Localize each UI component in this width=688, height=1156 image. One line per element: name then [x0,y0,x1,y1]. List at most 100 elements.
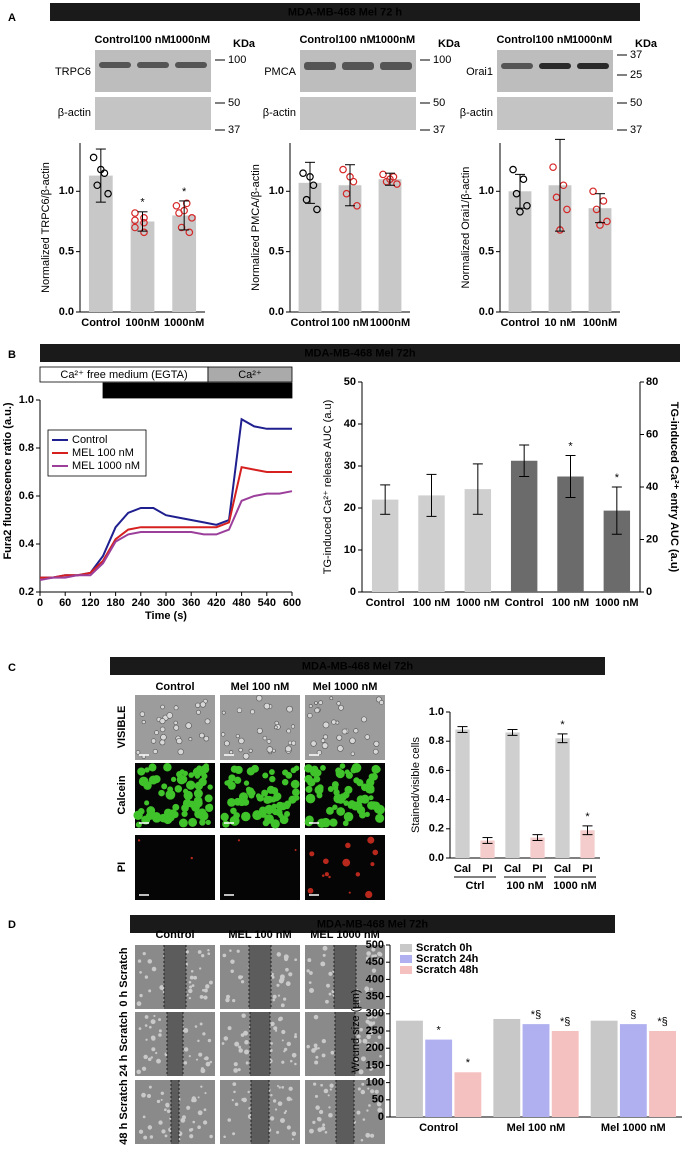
cell [326,983,330,988]
cell [201,773,208,780]
cell [344,769,350,775]
x-tick-label: 120 [81,597,99,609]
cell [135,750,141,755]
panel-header [40,344,680,362]
blot-band [577,63,609,69]
cell [183,1061,188,1065]
cell [182,770,188,777]
cell [232,999,236,1003]
cell [278,978,284,984]
cell [307,887,314,894]
cell [161,1129,166,1134]
annotation: * [585,811,590,823]
cell [371,947,376,952]
cell [158,789,165,797]
cell [294,958,298,962]
cell [225,997,230,1003]
cell [368,1014,373,1019]
cell [137,767,146,776]
cell [189,1134,194,1139]
cell [367,1016,370,1020]
marker-label: 37 [433,124,445,136]
cell [370,975,373,978]
x-tick-label: 100nM [583,317,617,329]
cell [368,1104,371,1107]
cell [201,954,205,958]
cell [148,1085,152,1089]
y-tick-label: 1.0 [269,185,284,197]
cell [176,737,183,745]
cell [154,730,159,735]
cell [339,793,347,801]
y-tick-label: 0 [378,1111,384,1123]
cell [308,981,312,984]
panel-label: D [8,919,16,931]
cell [371,954,375,958]
error-bar [380,484,391,515]
cell [186,1105,191,1110]
cell [281,1029,286,1035]
cell [160,704,165,710]
cell [166,712,173,719]
cell [230,969,234,973]
panel-header [130,915,615,933]
blot-band [342,62,374,70]
line-series [40,466,292,579]
y-tick-label: 500 [366,939,384,951]
y-axis-label: Fura2 fluorescence ratio (a.u.) [2,402,14,559]
cell [365,956,371,961]
cell [274,720,279,726]
x-tick-label: PI [532,863,542,875]
marker-label: 25 [630,69,642,81]
cell [148,989,152,993]
cell [136,1069,141,1075]
cell [321,742,329,749]
error-bar [507,729,518,736]
scratch [334,945,356,1009]
x-tick-label: Control [366,597,405,609]
bar [588,208,612,312]
cell [189,975,194,980]
panel-header-text: MDA-MB-468 Mel 72 h [288,6,403,18]
cell [360,1089,366,1095]
cell [272,1099,277,1103]
panel-header [50,3,640,21]
data-point [177,223,186,232]
y-tick-label: 0.0 [59,306,74,318]
cell [227,1118,232,1122]
column-label: MEL 1000 nM [310,929,380,941]
lane-label: 1000nM [375,34,415,46]
panel-header-text: MDA-MB-468 Mel 72h [302,660,414,672]
bar [454,1072,482,1117]
cell [379,957,384,961]
data-point [131,209,139,217]
cell [181,810,188,818]
cell [317,1127,323,1133]
cell [158,1018,161,1022]
cell [285,745,292,753]
cell [243,780,250,786]
cell [368,795,374,801]
cell [377,996,380,1000]
cell [238,737,245,745]
annotation: * [560,719,565,731]
column-label: MEL 100 nM [228,929,291,941]
cell [196,765,203,772]
cell [373,740,380,747]
cell [138,1027,142,1030]
cell [323,858,329,865]
cell [200,1085,203,1088]
phase-label: Ca²⁺ free medium (EGTA) [60,369,187,381]
cell [261,789,269,797]
cell [366,951,371,956]
cell [306,1044,310,1049]
group-label: 1000 nM [553,880,596,892]
cell [163,815,173,825]
cell [266,739,272,744]
cell [241,1097,245,1102]
bar [88,175,113,312]
cell [336,734,343,741]
cell [234,765,243,775]
cell [365,890,373,899]
cell [327,786,334,793]
